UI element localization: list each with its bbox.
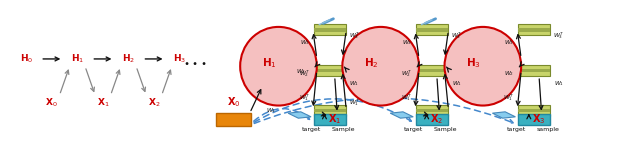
FancyBboxPatch shape [314,109,346,112]
Text: $\mathbf{H}_2$: $\mathbf{H}_2$ [122,53,135,65]
Text: $W_2$: $W_2$ [504,69,514,78]
Text: $\mathbf{X}_1$: $\mathbf{X}_1$ [97,96,109,109]
FancyBboxPatch shape [518,24,550,35]
Text: target: target [404,127,424,132]
FancyBboxPatch shape [314,24,346,35]
Text: $\bullet\bullet\bullet$: $\bullet\bullet\bullet$ [183,57,207,67]
Text: Sample: Sample [332,127,355,132]
Text: Sample: Sample [434,127,458,132]
Text: $W_1^T$: $W_1^T$ [401,93,412,103]
Text: target: target [302,127,321,132]
FancyBboxPatch shape [416,109,448,112]
FancyBboxPatch shape [314,28,346,32]
Text: $\mathbf{X}_1$: $\mathbf{X}_1$ [328,112,341,126]
Text: $W_2^T$: $W_2^T$ [299,68,310,79]
FancyBboxPatch shape [314,113,346,125]
FancyBboxPatch shape [216,113,252,126]
FancyBboxPatch shape [518,109,550,112]
Text: $W_1^T$: $W_1^T$ [299,93,310,103]
Text: $W_1^T$: $W_1^T$ [504,93,515,103]
Text: $\mathbf{X}_2$: $\mathbf{X}_2$ [430,112,444,126]
FancyBboxPatch shape [518,69,550,72]
Polygon shape [288,112,311,118]
FancyBboxPatch shape [518,113,550,125]
Text: $W_3$: $W_3$ [402,38,412,47]
FancyBboxPatch shape [314,69,346,72]
FancyBboxPatch shape [518,65,550,76]
FancyBboxPatch shape [518,28,550,32]
Text: $\mathbf{X}_0$: $\mathbf{X}_0$ [227,95,241,109]
Text: $W_3$: $W_3$ [504,38,514,47]
Ellipse shape [240,27,317,106]
Text: $W_3^T$: $W_3^T$ [349,30,360,41]
Text: $\mathbf{H}_1$: $\mathbf{H}_1$ [71,53,84,65]
FancyBboxPatch shape [416,65,448,76]
Text: $\mathbf{X}_2$: $\mathbf{X}_2$ [148,96,160,109]
Text: $\mathbf{H}_3$: $\mathbf{H}_3$ [467,56,481,70]
Text: $W_1$: $W_1$ [349,79,360,88]
Text: $W_3^T$: $W_3^T$ [451,30,462,41]
FancyBboxPatch shape [314,65,346,76]
Text: $W_2^T$: $W_2^T$ [401,68,412,79]
Text: $W_2$: $W_2$ [296,67,307,76]
FancyBboxPatch shape [416,28,448,32]
Text: $\mathbf{X}_0$: $\mathbf{X}_0$ [45,96,58,109]
FancyBboxPatch shape [416,24,448,35]
Text: $W_1^T$: $W_1^T$ [349,97,360,108]
Text: $W_3$: $W_3$ [300,38,310,47]
Text: $\mathbf{H}_3$: $\mathbf{H}_3$ [173,53,186,65]
Text: $\mathbf{H}_2$: $\mathbf{H}_2$ [364,56,379,70]
FancyBboxPatch shape [518,105,550,116]
Text: $W_1$: $W_1$ [266,106,276,115]
Text: $W_1$: $W_1$ [554,79,564,88]
Text: $\mathbf{H}_0$: $\mathbf{H}_0$ [20,53,33,65]
Text: $W_1$: $W_1$ [452,79,461,88]
Text: $W_3^T$: $W_3^T$ [554,30,564,41]
Ellipse shape [342,27,419,106]
Text: sample: sample [536,127,559,132]
Text: $\mathbf{H}_1$: $\mathbf{H}_1$ [262,56,277,70]
Text: target: target [506,127,525,132]
FancyBboxPatch shape [416,113,448,125]
FancyBboxPatch shape [314,105,346,116]
Ellipse shape [445,27,521,106]
Polygon shape [390,112,413,118]
Text: $\mathbf{X}_3$: $\mathbf{X}_3$ [532,112,546,126]
FancyBboxPatch shape [416,105,448,116]
Polygon shape [492,112,515,118]
FancyBboxPatch shape [416,69,448,72]
